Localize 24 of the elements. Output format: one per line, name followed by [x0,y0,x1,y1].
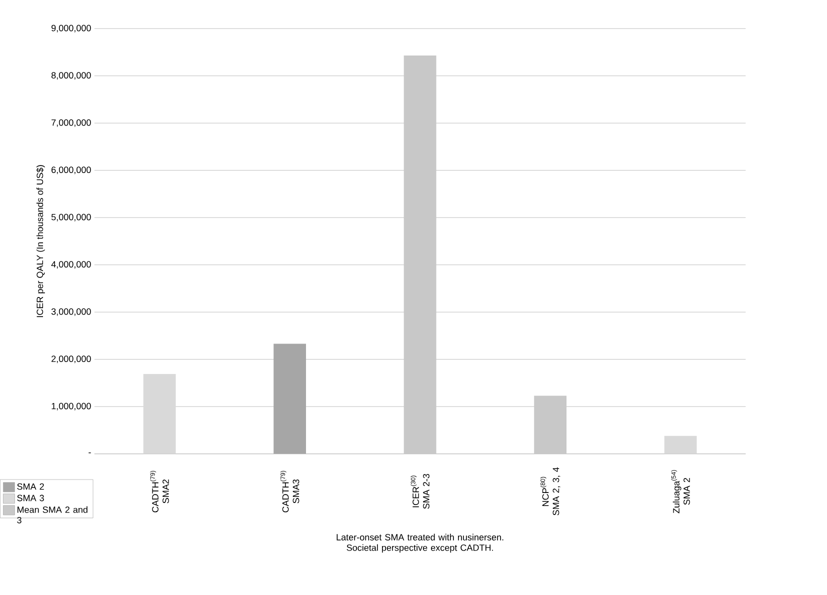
x-axis-title: Later-onset SMA treated with nusinersen. Societal perspective except CADTH. [336,534,504,553]
bar [664,436,697,454]
x-tick-label: CADTH$^{(79)}$ SMA3 [280,470,300,512]
bar [534,396,567,454]
y-tick-label: 1,000,000 [52,402,91,410]
y-tick-label: 9,000,000 [52,24,91,32]
bar [143,374,176,454]
x-tick-label: ICER$^{(30)}$ SMA 2-3 [410,474,430,509]
y-tick-label: 3,000,000 [51,308,91,316]
legend-label: SMA 2 [17,483,44,490]
x-tick-label: CADTH$^{(79)}$ SMA2 [150,470,169,512]
x-tick-label: Zuluaga$^{(54)}$ SMA 2 [671,470,690,514]
y-tick-label: 2,000,000 [52,356,91,364]
legend-label: Mean SMA 2 and 3 [17,506,88,524]
legend-label: SMA 3 [17,494,44,502]
y-tick-label: 6,000,000 [52,166,91,174]
x-tick-label: NCP$^{(80)}$ SMA 2, 3, 4 [540,467,560,516]
y-tick-label: 7,000,000 [52,119,91,127]
y-tick-label: 4,000,000 [51,261,91,269]
bar [404,56,436,454]
y-tick-label: 5,000,000 [51,214,91,222]
y-tick-label: - [88,452,91,454]
y-tick-label: 8,000,000 [51,72,91,80]
y-axis-title: ICER per QALY (In thousands of US$) [36,165,45,318]
